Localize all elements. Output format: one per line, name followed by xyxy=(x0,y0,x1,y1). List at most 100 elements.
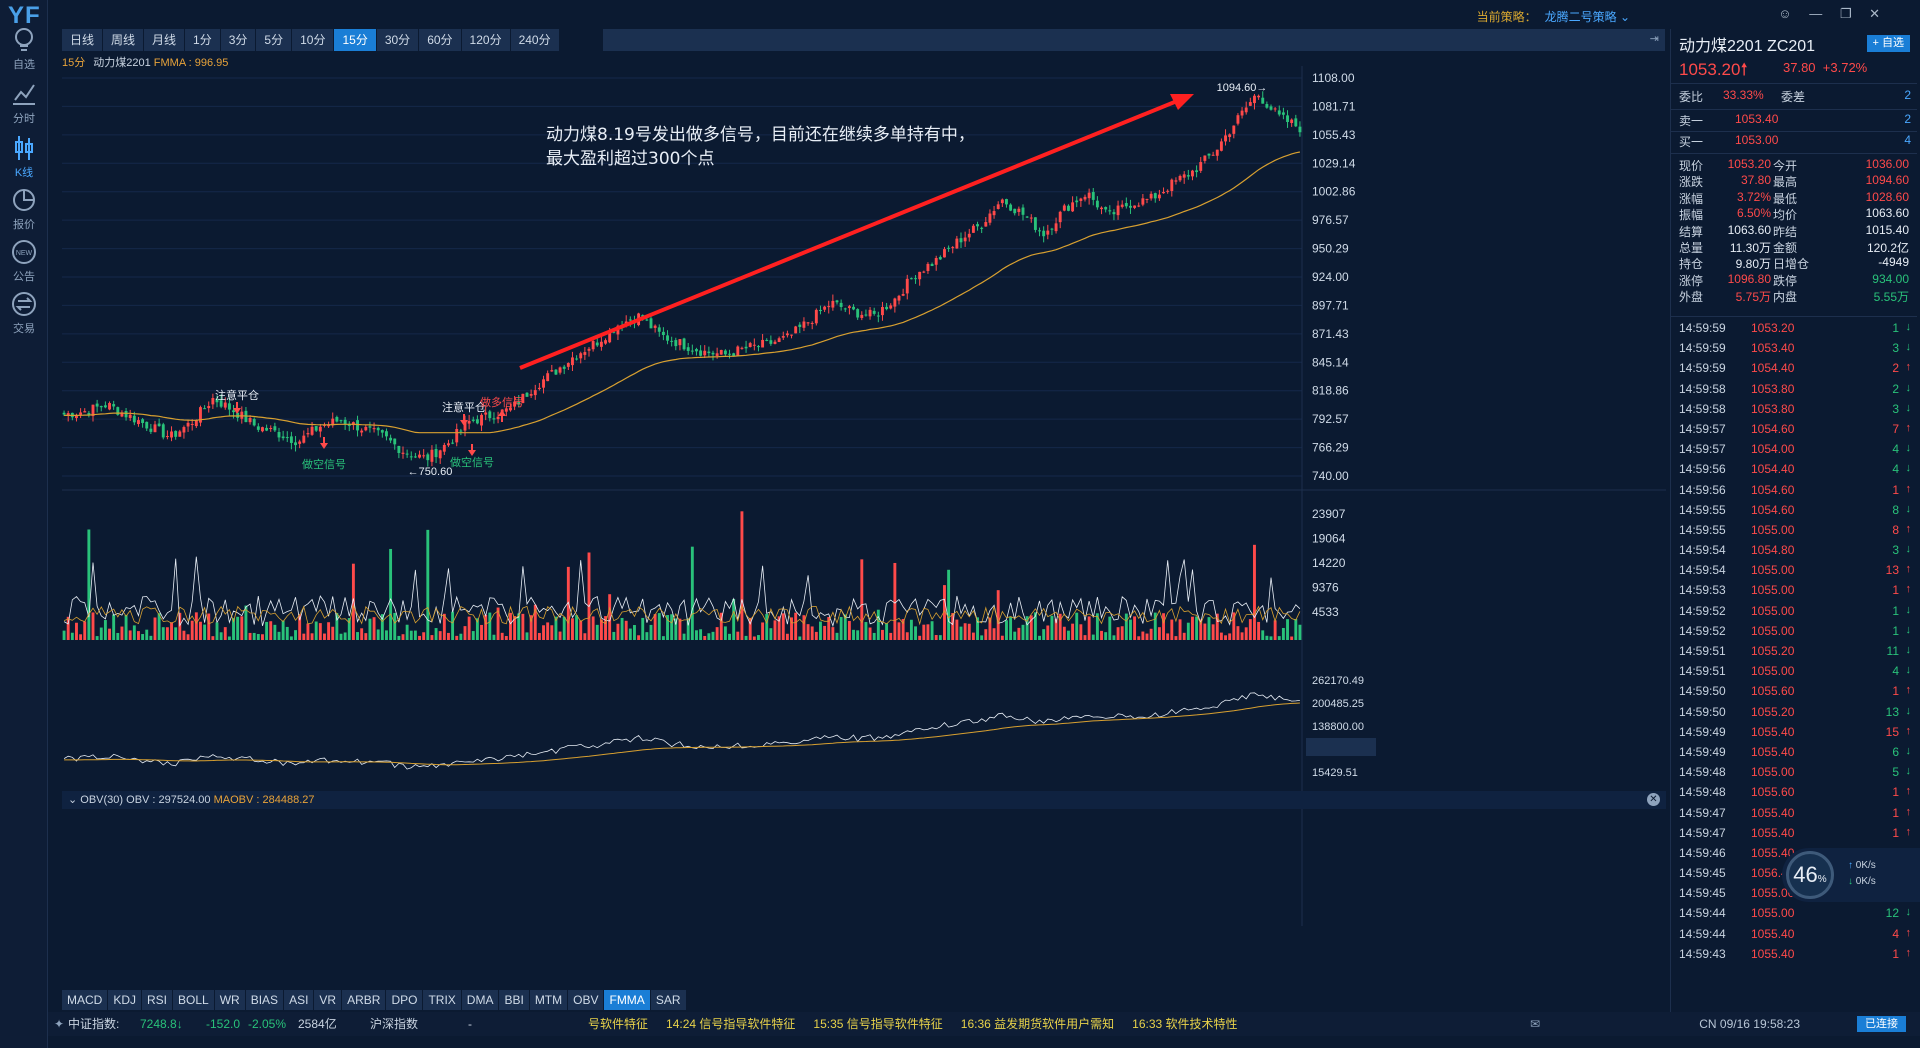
news-item[interactable]: 15:35 信号指导软件特征 xyxy=(813,1017,943,1031)
candle-body xyxy=(542,379,545,388)
period-tab[interactable]: 周线 xyxy=(103,29,144,51)
volume-bar xyxy=(914,626,917,640)
sidebar-item-trade[interactable]: 交易 xyxy=(0,290,48,336)
minimize-icon[interactable]: — xyxy=(1809,6,1823,21)
indicator-tab[interactable]: MACD xyxy=(62,990,108,1010)
volume-bar xyxy=(298,614,302,640)
indicator-tab[interactable]: WR xyxy=(214,990,245,1010)
indicator-tab[interactable]: KDJ xyxy=(108,990,142,1010)
candle-body xyxy=(628,319,632,321)
volume-bar xyxy=(318,623,322,640)
tick-price: 1055.00 xyxy=(1751,603,1795,618)
volume-bar xyxy=(525,632,529,640)
volume-bar xyxy=(1186,622,1190,640)
add-watchlist-button[interactable]: + 自选 xyxy=(1866,35,1910,52)
candle-body xyxy=(773,341,777,344)
period-tab[interactable]: 月线 xyxy=(144,29,185,51)
period-tab[interactable]: 15分 xyxy=(334,29,376,51)
news-item[interactable]: 14:24 信号指导软件特征 xyxy=(666,1017,796,1031)
candle-body xyxy=(1054,223,1058,232)
pin-icon[interactable]: ✦ xyxy=(54,1017,65,1031)
chevron-down-icon[interactable]: ⌄ xyxy=(68,794,78,806)
volume-bar xyxy=(186,634,190,640)
sidebar-item-quotes[interactable]: 报价 xyxy=(0,186,48,232)
news-item[interactable]: 号软件特征 xyxy=(588,1017,649,1031)
indicator-tab[interactable]: DPO xyxy=(386,990,423,1010)
sidebar-item-kline[interactable]: K线 xyxy=(0,134,48,180)
sidebar-item-notices[interactable]: NEW 公告 xyxy=(0,238,48,284)
connection-badge[interactable]: 已连接 xyxy=(1857,1016,1906,1032)
restore-icon[interactable]: ❐ xyxy=(1839,6,1852,21)
candle-body xyxy=(938,257,942,260)
volume-bar xyxy=(360,628,364,640)
candle-body xyxy=(864,314,868,316)
price-tick-label: 1029.14 xyxy=(1312,156,1356,170)
period-tab[interactable]: 240分 xyxy=(510,29,559,51)
index-label: 中证指数: xyxy=(68,1017,120,1031)
price-tick-label: 871.43 xyxy=(1312,327,1349,341)
tick-volume: 3 xyxy=(1892,341,1899,356)
strategy-selector[interactable]: 当前策略： 龙腾二号策略 ⌄ xyxy=(1477,8,1630,25)
kline-chart[interactable]: 1108.00 1081.71 1055.43 1029.14 1002.86 976.5… xyxy=(62,66,1666,991)
period-tab[interactable]: 1分 xyxy=(185,29,220,51)
period-tab[interactable]: 5分 xyxy=(256,29,292,51)
indicator-tab[interactable]: ASI xyxy=(284,990,314,1010)
tick-volume: 11 xyxy=(1886,644,1899,658)
volume-bar xyxy=(1203,623,1207,640)
indicator-tab[interactable]: BOLL xyxy=(173,990,214,1010)
stat-label: 涨跌 xyxy=(1679,175,1704,190)
candle-body xyxy=(471,419,475,421)
sidebar-item-watchlist[interactable]: 自选 xyxy=(0,26,48,72)
close-icon[interactable]: ✕ xyxy=(1647,793,1660,806)
price-tick-label: 1055.43 xyxy=(1312,128,1356,142)
period-tab[interactable]: 10分 xyxy=(292,29,334,51)
candle-body xyxy=(550,370,554,372)
indicator-tab[interactable]: MTM xyxy=(529,990,568,1010)
indicator-tab[interactable]: ARBR xyxy=(342,990,386,1010)
volume-bar xyxy=(265,621,269,640)
chart-symbol: 动力煤2201 xyxy=(93,57,151,69)
indicator-tab[interactable]: BBI xyxy=(499,990,529,1010)
indicator-tab[interactable]: BIAS xyxy=(245,990,284,1010)
candle-body xyxy=(1104,207,1108,210)
bell-icon[interactable]: ✉ xyxy=(1529,1017,1540,1031)
candle-body xyxy=(794,326,798,334)
candle-body xyxy=(1141,198,1145,205)
volume-bar xyxy=(806,624,810,640)
line-chart-icon xyxy=(13,84,35,105)
indicator-tab[interactable]: FMMA xyxy=(604,990,650,1010)
candle-body xyxy=(1087,192,1091,199)
close-icon[interactable]: ✕ xyxy=(1869,6,1880,21)
volume-bar xyxy=(1211,624,1215,640)
candle-body xyxy=(182,427,186,433)
news-item[interactable]: 16:36 益发期货软件用户需知 xyxy=(960,1017,1115,1031)
news-item[interactable]: 16:33 软件技术特性 xyxy=(1132,1017,1238,1031)
tick-price: 1054.40 xyxy=(1751,361,1795,376)
user-icon[interactable]: ☺ xyxy=(1778,6,1792,21)
volume-bar xyxy=(447,632,450,640)
indicator-tab[interactable]: OBV xyxy=(568,990,604,1010)
indicator-tab[interactable]: TRIX xyxy=(423,990,461,1010)
volume-bar xyxy=(484,614,488,640)
period-tab[interactable]: 3分 xyxy=(220,29,256,51)
indicator-tab[interactable]: VR xyxy=(314,990,342,1010)
period-tab[interactable]: 120分 xyxy=(461,29,510,51)
period-tab[interactable]: 日线 xyxy=(62,29,103,51)
candle-body xyxy=(302,435,306,443)
indicator-tab[interactable]: RSI xyxy=(142,990,173,1010)
volume-bar xyxy=(219,632,223,640)
indicator-tab[interactable]: DMA xyxy=(461,990,499,1010)
candle-body xyxy=(219,400,223,407)
sidebar-item-timeshare[interactable]: 分时 xyxy=(0,80,48,126)
candle-body xyxy=(1124,203,1128,207)
news-ticker[interactable]: 号软件特征 14:24 信号指导软件特征 15:35 信号指导软件特征 16:36 益… xyxy=(588,1012,1288,1036)
candle-body xyxy=(872,310,876,314)
indicator-tab[interactable]: SAR xyxy=(650,990,686,1010)
tick-price: 1055.00 xyxy=(1751,765,1795,780)
period-tab[interactable]: 30分 xyxy=(376,29,419,51)
collapse-icon[interactable]: ⇥ xyxy=(1649,33,1659,45)
period-tab[interactable]: 60分 xyxy=(419,29,461,51)
candle-body xyxy=(356,420,359,431)
candle-body xyxy=(1129,205,1132,208)
volume-bar xyxy=(1108,616,1112,640)
